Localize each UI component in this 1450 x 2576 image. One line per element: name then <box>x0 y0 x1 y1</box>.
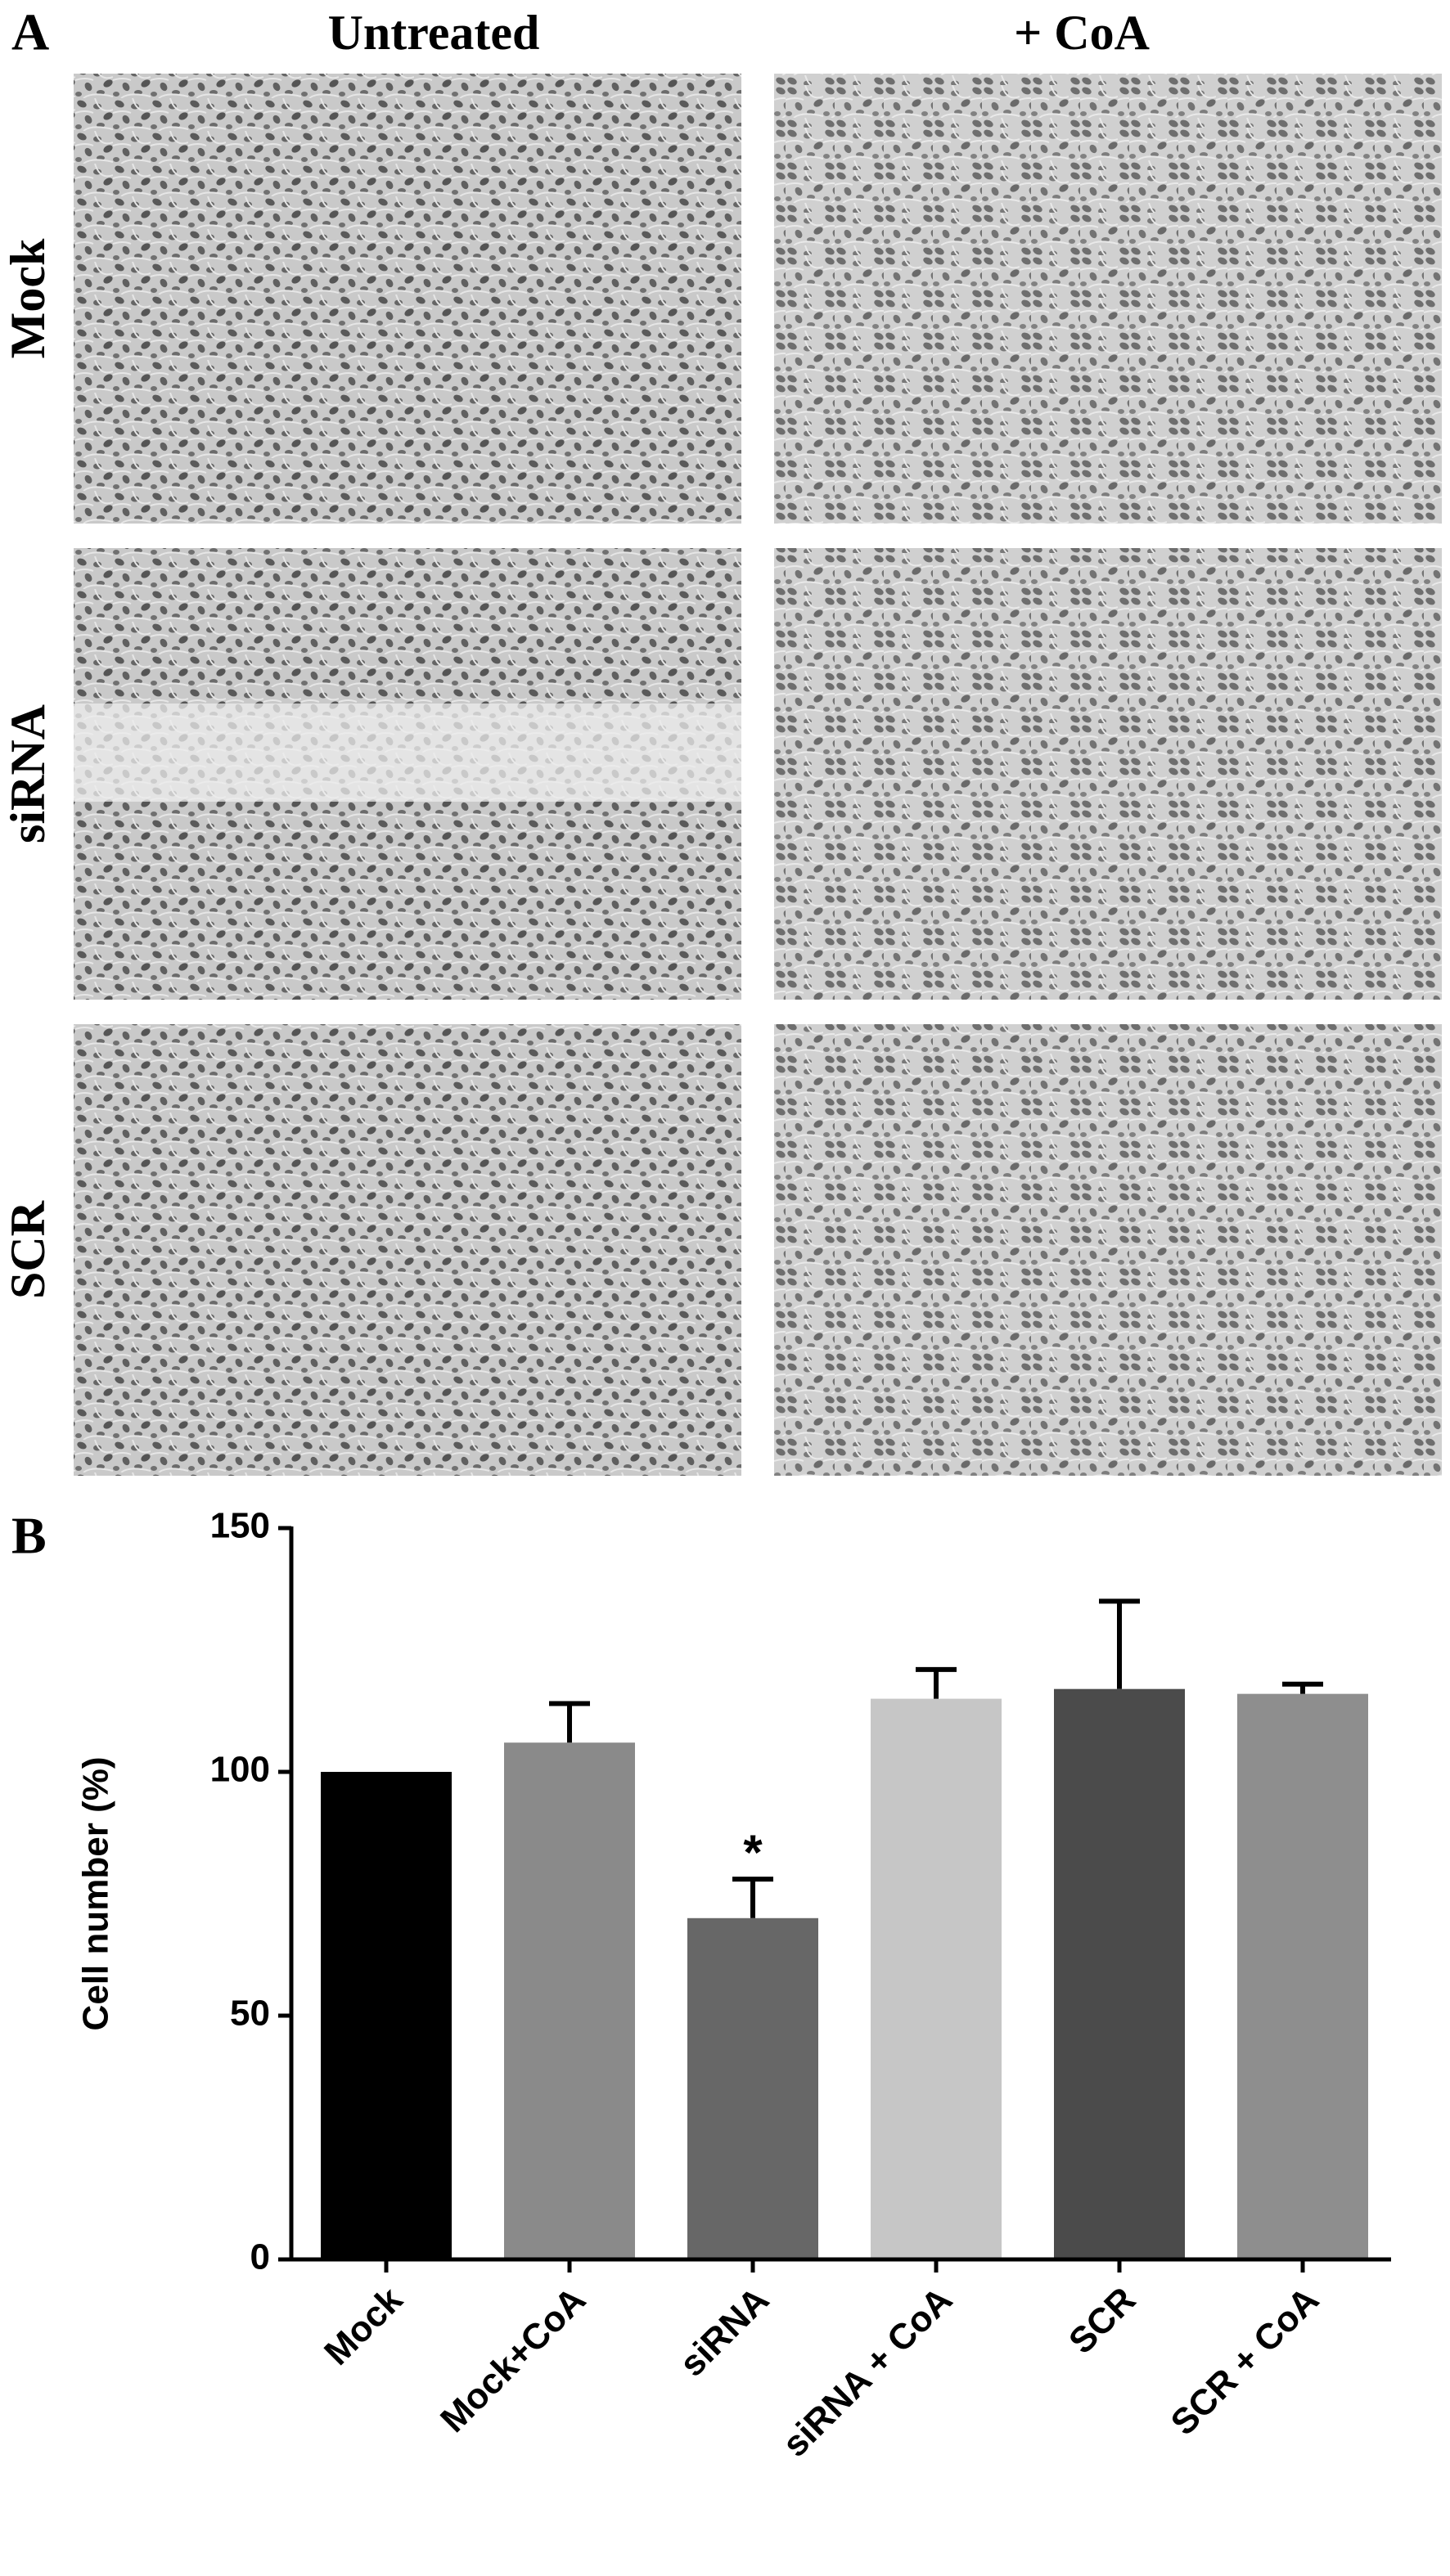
micrographs <box>74 74 1442 1476</box>
bar <box>871 1698 1002 2259</box>
error-bar <box>1099 1598 1140 1689</box>
y-tick-label: 150 <box>210 1506 270 1546</box>
row-label: siRNA <box>1 704 55 843</box>
micrograph <box>74 74 741 524</box>
bar <box>504 1742 635 2259</box>
annotation: * <box>743 1825 763 1880</box>
column-title: Untreated <box>328 6 540 60</box>
y-tick-label: 100 <box>210 1750 270 1790</box>
bar <box>321 1772 452 2259</box>
x-tick-label: Mock+CoA <box>433 2280 593 2440</box>
error-bar <box>549 1701 590 1743</box>
y-tick-label: 0 <box>250 2237 270 2277</box>
bar <box>687 1917 818 2259</box>
y-tick-label: 50 <box>230 1994 270 2034</box>
row-label: SCR <box>1 1200 55 1299</box>
error-bar <box>916 1666 957 1699</box>
bar <box>1237 1693 1368 2259</box>
x-tick-label: Mock <box>317 2279 411 2373</box>
error-bar <box>732 1877 773 1918</box>
bar <box>1054 1688 1185 2259</box>
micrograph <box>774 548 1442 1000</box>
error-bar <box>1282 1681 1323 1694</box>
wound-gap <box>74 704 741 802</box>
x-tick-label: siRNA <box>672 2280 777 2385</box>
micrograph <box>774 1024 1442 1476</box>
x-tick-label: siRNA + CoA <box>775 2280 960 2465</box>
x-tick-label: SCR <box>1061 2280 1143 2362</box>
micrograph <box>774 74 1442 524</box>
panel-label: A <box>11 3 49 61</box>
micrograph <box>74 1024 741 1476</box>
panel-label: B <box>11 1507 47 1565</box>
column-title: + CoA <box>1014 6 1150 60</box>
y-axis-label: Cell number (%) <box>76 1757 116 2031</box>
row-label: Mock <box>1 238 55 358</box>
x-tick-label: SCR + CoA <box>1164 2280 1327 2443</box>
